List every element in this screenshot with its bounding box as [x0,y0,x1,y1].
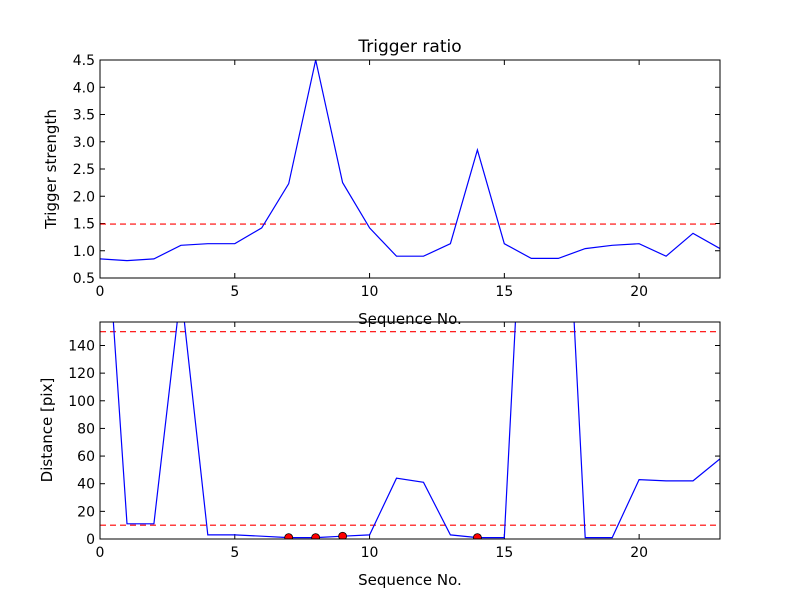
x-tick-label: 15 [495,284,513,300]
x-tick-label: 5 [230,284,239,300]
y-tick-label: 80 [77,421,95,437]
x-tick-label: 20 [630,284,648,300]
y-tick-label: 0.5 [73,271,95,287]
x-tick-label: 10 [361,545,379,561]
y-tick-label: 4.5 [73,53,95,69]
y-tick-label: 3.0 [73,135,95,151]
series-lines [100,60,720,262]
y-tick-label: 100 [68,394,95,410]
y-tick-label: 0 [86,532,95,548]
y-tick-label: 60 [77,449,95,465]
y-tick-label: 20 [77,504,95,520]
x-tick-label: 0 [96,545,105,561]
x-tick-label: 10 [361,284,379,300]
series-line [100,60,720,262]
x-tick-label: 0 [96,284,105,300]
y-tick-label: 2.0 [73,189,95,205]
marker-point [472,533,482,539]
marker-point [284,533,294,539]
marker-group [284,531,482,539]
x-axis-label: Sequence No. [358,571,462,589]
subplot-trigger-ratio: Trigger ratio Trigger strength Sequence … [42,37,721,328]
x-axis-label: Sequence No. [358,310,462,328]
x-tick-label: 5 [230,545,239,561]
y-tick-label: 1.0 [73,244,95,260]
x-tick-label: 15 [495,545,513,561]
plot-frame [99,59,721,279]
tick-group: 0 5 10 15 20 0.5 1.0 1.5 2.0 2.5 3.0 3.5 4.0 4.5 [73,53,720,300]
y-tick-label: 140 [68,338,95,354]
subplot-distance: Distance [pix] Sequence No. 0 5 10 15 20 0 20 4… [38,321,721,589]
y-axis-label: Trigger strength [42,109,60,230]
y-tick-label: 40 [77,477,95,493]
y-tick-label: 120 [68,366,95,382]
tick-group: 0 5 10 15 20 0 20 40 60 80 100 120 140 [68,322,720,561]
threshold-lines [100,331,720,526]
y-tick-label: 1.5 [73,217,95,233]
y-tick-label: 3.5 [73,108,95,124]
series-lines [112,322,720,539]
marker-point [338,531,348,539]
chart-title: Trigger ratio [357,37,461,57]
y-tick-label: 2.5 [73,162,95,178]
marker-point [311,533,321,539]
plot-frame [99,321,721,540]
y-tick-label: 4.0 [73,80,95,96]
x-tick-label: 20 [630,545,648,561]
y-axis-label: Distance [pix] [38,378,56,483]
series-line [112,322,720,539]
